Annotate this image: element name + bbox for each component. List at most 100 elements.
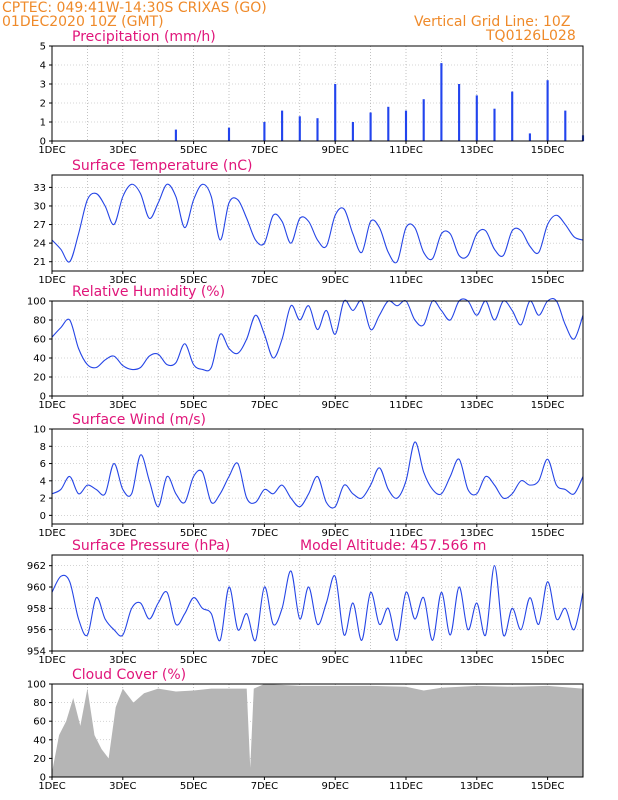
x-tick-label: 3DEC xyxy=(109,781,136,792)
y-tick-label: 6 xyxy=(40,459,46,470)
x-tick-label: 15DEC xyxy=(531,400,565,411)
x-tick-label: 5DEC xyxy=(180,781,207,792)
cloud-area xyxy=(52,684,583,777)
x-tick-label: 15DEC xyxy=(531,655,565,666)
precip-bar xyxy=(263,122,266,141)
x-tick-label: 1DEC xyxy=(38,528,65,539)
panel-2: 0 20 40 60 80 100 1DEC 3DEC 5DEC 7DEC 9DEC 11DEC 13D… xyxy=(27,284,584,411)
y-tick-label: 33 xyxy=(33,183,46,194)
x-tick-label: 13DEC xyxy=(460,781,494,792)
x-tick-label: 11DEC xyxy=(389,781,423,792)
y-tick-label: 40 xyxy=(33,354,46,365)
x-tick-label: 1DEC xyxy=(38,145,65,156)
x-tick-label: 13DEC xyxy=(460,400,494,411)
y-tick-label: 20 xyxy=(33,373,46,384)
x-tick-label: 13DEC xyxy=(460,528,494,539)
x-tick-label: 7DEC xyxy=(251,145,278,156)
y-tick-label: 4 xyxy=(40,61,46,72)
x-tick-label: 5DEC xyxy=(180,528,207,539)
x-tick-label: 1DEC xyxy=(38,400,65,411)
y-tick-label: 21 xyxy=(33,257,46,268)
model-altitude: Model Altitude: 457.566 m xyxy=(300,538,486,554)
precip-bar xyxy=(174,129,177,141)
y-tick-label: 5 xyxy=(40,42,46,53)
series-line xyxy=(51,441,584,509)
panel-title: Precipitation (mm/h) xyxy=(72,29,216,45)
precip-bar xyxy=(511,91,514,141)
y-tick-label: 60 xyxy=(33,335,46,346)
y-tick-label: 0 xyxy=(40,392,46,403)
precip-bar xyxy=(227,127,231,141)
precip-bar xyxy=(493,108,496,141)
x-tick-label: 3DEC xyxy=(109,528,136,539)
x-tick-label: 9DEC xyxy=(322,275,349,286)
x-tick-label: 3DEC xyxy=(109,655,136,666)
x-tick-label: 11DEC xyxy=(389,275,423,286)
x-tick-label: 9DEC xyxy=(322,528,349,539)
panel-3: 0 2 4 6 8 10 1DEC 3DEC 5DEC 7DEC 9DEC 11DEC 13DEC 15D… xyxy=(33,412,584,539)
series-line xyxy=(51,183,584,264)
x-tick-label: 3DEC xyxy=(109,275,136,286)
panel-title: Surface Pressure (hPa) xyxy=(72,538,230,554)
y-tick-label: 962 xyxy=(27,561,46,572)
x-tick-label: 5DEC xyxy=(180,655,207,666)
x-tick-label: 1DEC xyxy=(38,781,65,792)
panel-frame xyxy=(51,428,584,525)
x-tick-label: 5DEC xyxy=(180,275,207,286)
y-tick-label: 27 xyxy=(33,220,46,231)
y-tick-label: 4 xyxy=(40,476,46,487)
precip-bar xyxy=(528,133,531,141)
y-tick-label: 0 xyxy=(40,511,46,522)
header-date: 01DEC2020 10Z (GMT) xyxy=(2,14,164,30)
panel-4: 954 956 958 960 962 1DEC 3DEC 5DEC 7DEC 9DEC 11DEC… xyxy=(27,538,584,666)
x-tick-label: 7DEC xyxy=(251,781,278,792)
y-tick-label: 100 xyxy=(27,680,46,691)
x-tick-label: 9DEC xyxy=(322,781,349,792)
panel-frame xyxy=(51,554,584,652)
x-tick-label: 3DEC xyxy=(109,400,136,411)
x-tick-label: 15DEC xyxy=(531,781,565,792)
precip-bar xyxy=(351,122,354,141)
precip-bar xyxy=(440,63,443,141)
y-tick-label: 2 xyxy=(40,99,46,110)
y-tick-label: 2 xyxy=(40,494,46,505)
x-tick-label: 5DEC xyxy=(180,400,207,411)
y-tick-label: 954 xyxy=(27,647,46,658)
x-tick-label: 9DEC xyxy=(322,655,349,666)
panel-title: Relative Humidity (%) xyxy=(72,284,225,300)
panel-title: Surface Wind (m/s) xyxy=(72,412,206,428)
y-tick-label: 20 xyxy=(33,754,46,765)
x-tick-label: 11DEC xyxy=(389,400,423,411)
precip-bar xyxy=(316,118,319,141)
y-tick-label: 40 xyxy=(33,735,46,746)
header-station: CPTEC: 049:41W-14:30S CRIXAS (GO) xyxy=(2,0,267,16)
header-run-code: TQ0126L028 xyxy=(486,28,576,44)
y-tick-label: 24 xyxy=(33,239,46,250)
y-tick-label: 10 xyxy=(33,425,46,436)
series-line xyxy=(51,298,584,372)
panel-frame xyxy=(51,45,584,142)
panel-0: 0 1 2 3 4 5 1DEC 3DEC 5DEC 7DEC 9DEC 11DEC 13DEC 15DE… xyxy=(38,29,585,156)
panel-1: 21 24 27 30 33 1DEC 3DEC 5DEC 7DEC 9DEC 11DEC 13DEC… xyxy=(33,158,584,286)
y-tick-label: 0 xyxy=(40,773,46,784)
x-tick-label: 15DEC xyxy=(531,275,565,286)
panel-title: Surface Temperature (nC) xyxy=(72,158,253,174)
precip-bar xyxy=(404,110,408,141)
x-tick-label: 1DEC xyxy=(38,275,65,286)
x-tick-label: 15DEC xyxy=(531,528,565,539)
precip-bar xyxy=(422,99,425,141)
precip-bar xyxy=(281,110,284,141)
x-tick-label: 11DEC xyxy=(389,528,423,539)
precip-bar xyxy=(334,84,337,141)
y-tick-label: 0 xyxy=(40,137,46,148)
y-tick-label: 958 xyxy=(27,604,46,615)
header-grid-note: Vertical Grid Line: 10Z xyxy=(414,14,571,30)
x-tick-label: 3DEC xyxy=(109,145,136,156)
x-tick-label: 9DEC xyxy=(322,400,349,411)
x-tick-label: 11DEC xyxy=(389,145,423,156)
panel-frame xyxy=(51,174,584,272)
precip-bar xyxy=(458,84,461,141)
y-tick-label: 8 xyxy=(40,442,46,453)
x-tick-label: 9DEC xyxy=(322,145,349,156)
